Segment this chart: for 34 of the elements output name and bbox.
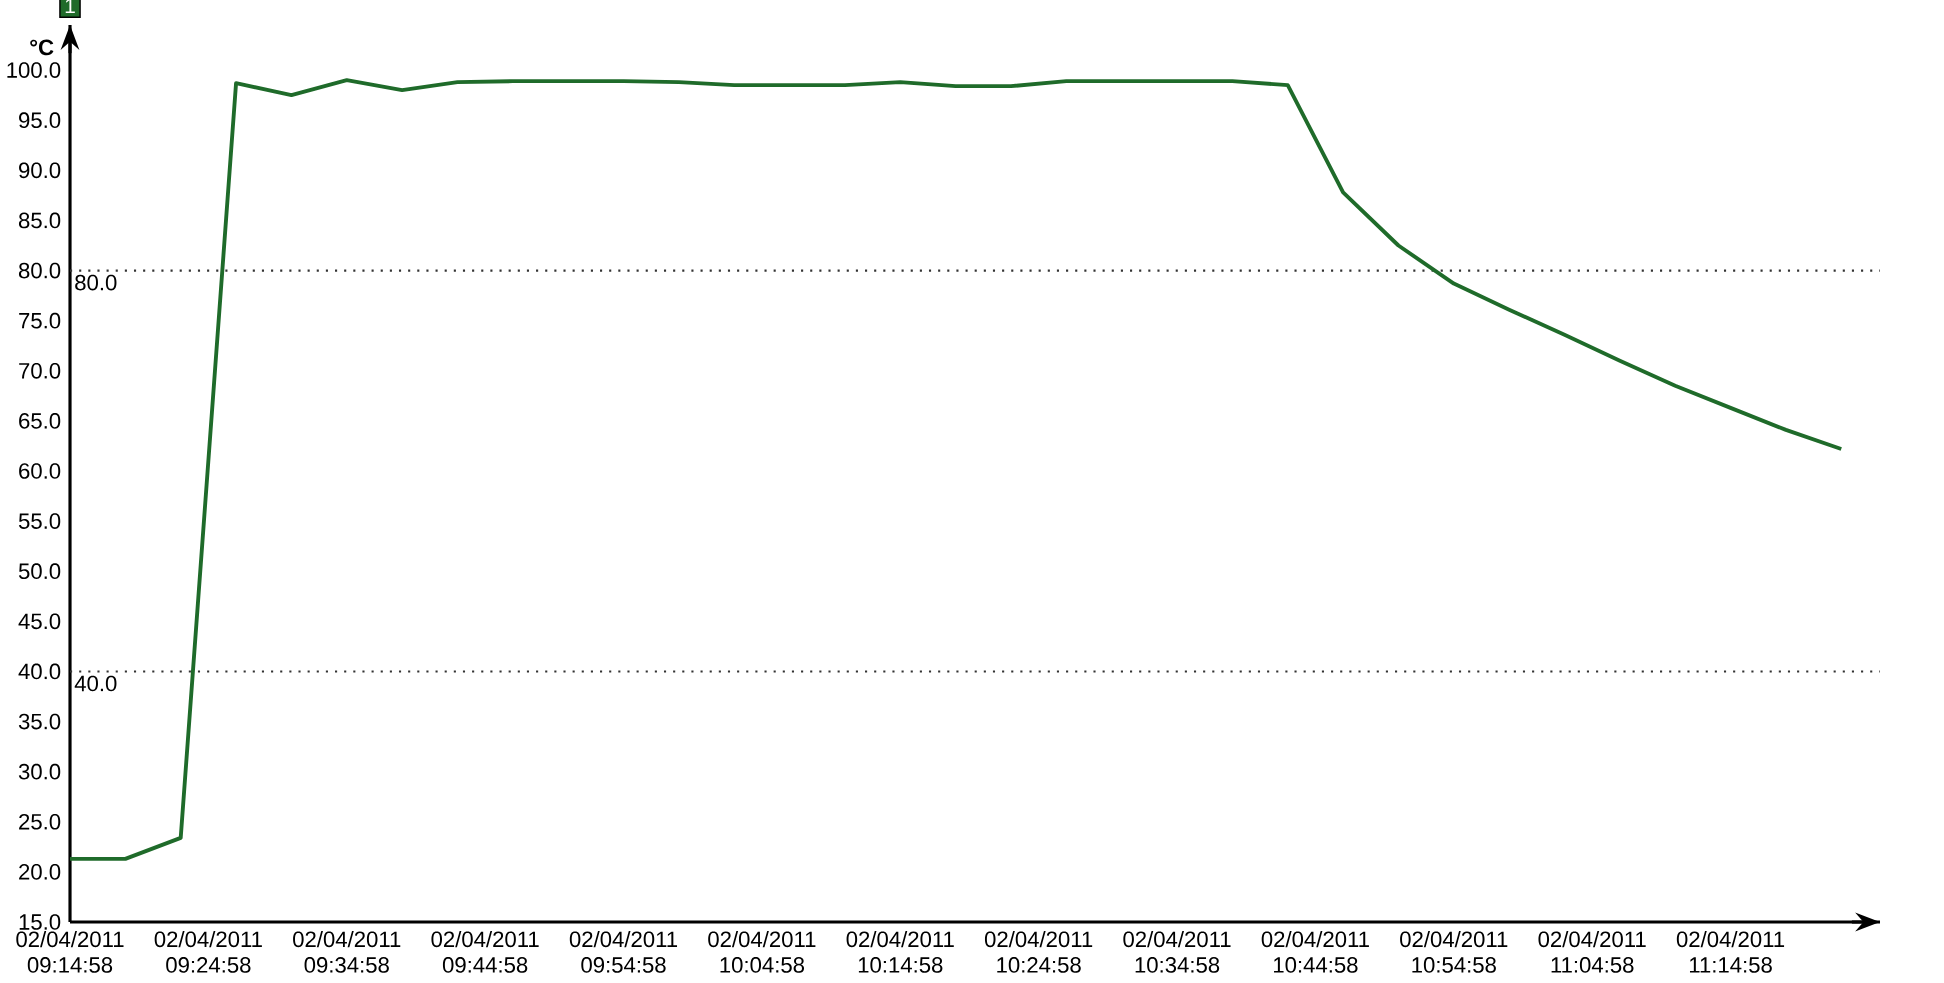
y-axis-title: °C — [30, 39, 54, 56]
x-tick-label: 02/04/2011 10:24:58 — [984, 930, 1093, 973]
y-tick-label: 70.0 — [19, 362, 61, 379]
y-tick-label: 20.0 — [19, 864, 61, 880]
y-tick-label: 60.0 — [19, 463, 61, 479]
ref-line-label: 80.0 — [75, 274, 117, 291]
x-tick-label: 02/04/2011 09:34:58 — [293, 930, 401, 973]
y-tick-label: 45.0 — [18, 613, 61, 630]
x-tick-label: 02/04/2011 09:44:58 — [431, 930, 539, 973]
x-tick-label: 02/04/2011 10:34:58 — [1123, 930, 1231, 973]
y-tick-label: 100.0 — [7, 62, 61, 78]
x-tick-label: 02/04/2011 10:54:58 — [1400, 930, 1508, 973]
y-tick-label: 65.0 — [19, 413, 61, 429]
y-tick-label: 95.0 — [19, 112, 61, 129]
x-tick-label: 02/04/2011 10:14:58 — [846, 930, 954, 973]
y-tick-label: 30.0 — [18, 763, 61, 780]
x-tick-label: 02/04/2011 09:24:58 — [154, 930, 262, 973]
x-tick-label: 02/04/2011 09:14:58 — [16, 930, 124, 973]
x-tick-label: 02/04/2011 10:04:58 — [708, 930, 816, 973]
y-tick-label: 90.0 — [19, 162, 61, 179]
y-tick-label: 75.0 — [19, 312, 61, 329]
x-tick-label: 02/04/2011 11:14:58 — [1676, 930, 1785, 973]
y-tick-label: 50.0 — [18, 563, 61, 580]
ref-line-label: 40.0 — [74, 675, 117, 692]
x-tick-label: 02/04/2011 10:44:58 — [1261, 930, 1369, 973]
y-tick-label: 35.0 — [18, 713, 61, 730]
y-tick-label: 80.0 — [18, 262, 61, 279]
y-tick-label: 25.0 — [19, 813, 61, 830]
x-tick-label: 02/04/2011 11:04:58 — [1538, 930, 1646, 973]
y-tick-label: 55.0 — [18, 513, 61, 529]
x-tick-label: 02/04/2011 09:54:58 — [569, 930, 678, 973]
y-tick-label: 15.0 — [19, 914, 61, 930]
y-tick-label: 85.0 — [18, 212, 61, 229]
y-tick-label: 40.0 — [18, 663, 61, 680]
